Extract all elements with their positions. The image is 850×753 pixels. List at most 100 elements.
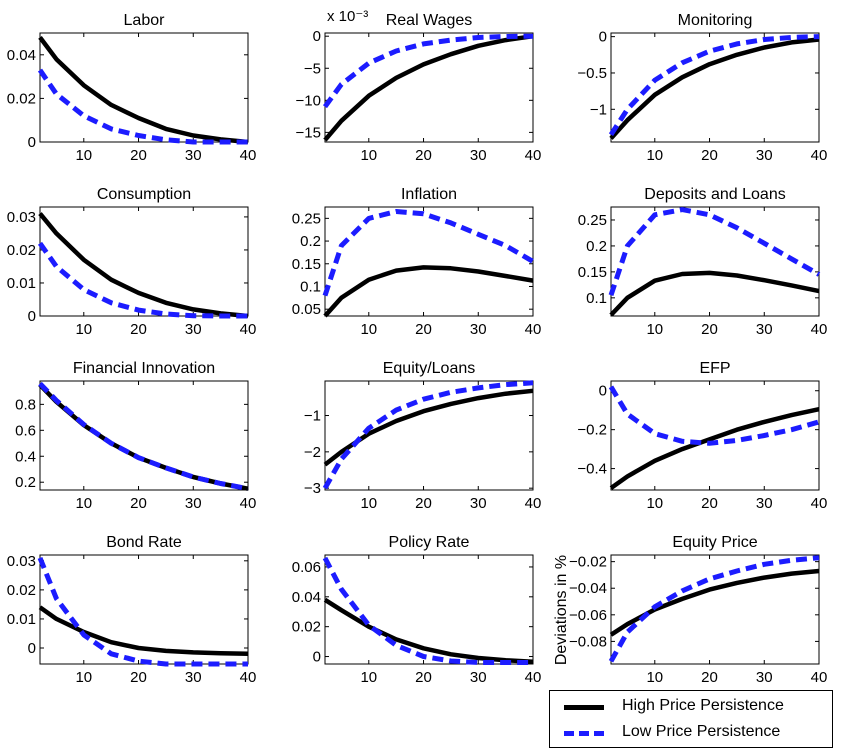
x-tick-label: 30	[756, 147, 773, 164]
y-tick-label: 0.02	[292, 619, 321, 636]
x-tick-label: 30	[185, 321, 202, 338]
series-line-high-policy-rate	[323, 597, 534, 665]
panel-financial-innovation: 10 20 30 40 0.2 0.4 0.6 0.8 Financial Innovation	[15, 360, 256, 512]
plot-area-consumption	[39, 206, 249, 317]
x-tick-label: 30	[756, 321, 773, 338]
panel-equity-price: 10 20 30 40 −0.08 −0.06 −0.04 −0.02 Equity Price	[569, 534, 827, 686]
series-line-low-bond-rate	[37, 556, 248, 667]
panel-title-inflation: Inflation	[401, 186, 457, 203]
y-tick-label: −0.06	[569, 607, 607, 624]
panel-title-policy-rate: Policy Rate	[389, 534, 470, 551]
y-tick-label: 0.8	[15, 396, 36, 413]
x-tick-label: 20	[130, 147, 147, 164]
plot-area-inflation	[324, 206, 534, 317]
legend-label-high: High Price Persistence	[622, 697, 784, 714]
y-tick-label: 0.04	[292, 589, 321, 606]
y-tick-label: −0.5	[577, 65, 607, 82]
x-tick-label: 20	[701, 147, 718, 164]
y-tick-label: −1	[304, 408, 321, 425]
x-tick-label: 20	[130, 495, 147, 512]
panel-title-real-wages: Real Wages	[386, 12, 473, 29]
legend: High Price Persistence Low Price Persist…	[549, 690, 833, 748]
legend-swatch-low	[564, 731, 604, 736]
x-tick-label: 10	[360, 669, 377, 686]
x-tick-label: 40	[811, 495, 828, 512]
series-line-high-equity-price	[609, 568, 820, 637]
y-tick-label: −0.2	[577, 422, 607, 439]
x-tick-label: 20	[415, 495, 432, 512]
series-line-high-inflation	[323, 265, 534, 318]
x-tick-label: 30	[470, 321, 487, 338]
plot-area-deposits-and-loans	[610, 206, 820, 317]
y-tick-label: −2	[304, 444, 321, 461]
series-line-high-equity-loans	[323, 388, 534, 467]
y-tick-label: −15	[296, 124, 321, 141]
y-tick-label: 0.01	[7, 275, 36, 292]
y-tick-label: 0.04	[7, 47, 36, 64]
x-tick-label: 30	[185, 147, 202, 164]
x-tick-label: 40	[240, 147, 257, 164]
x-tick-label: 10	[646, 147, 663, 164]
series-line-high-efp	[609, 407, 820, 490]
x-tick-label: 30	[470, 147, 487, 164]
panel-inflation: 10 20 30 40 0.05 0.1 0.15 0.2 0.25 Inflation	[292, 186, 542, 338]
panel-title-bond-rate: Bond Rate	[106, 534, 182, 551]
y-tick-label: 0	[313, 649, 321, 666]
y-tick-label: 0.02	[7, 242, 36, 259]
y-tick-label: 0.15	[292, 256, 321, 273]
panel-labor: 10 20 30 40 0 0.02 0.04 Labor	[7, 12, 257, 164]
plot-area-financial-innovation	[39, 380, 249, 491]
x-tick-label: 20	[701, 321, 718, 338]
y-tick-label: 0.25	[578, 212, 607, 229]
x-tick-label: 30	[470, 669, 487, 686]
y-tick-label: −0.02	[569, 554, 607, 571]
y-tick-label: 0.1	[586, 290, 607, 307]
y-tick-label: 0.01	[7, 611, 36, 628]
y-tick-label: −0.4	[577, 461, 607, 478]
panel-title-financial-innovation: Financial Innovation	[73, 360, 215, 377]
legend-entry-low: Low Price Persistence	[550, 721, 832, 743]
plot-area-real-wages	[324, 32, 534, 143]
panel-policy-rate: 10 20 30 40 0 0.02 0.04 0.06 Policy Rate	[292, 534, 542, 686]
x-tick-label: 40	[525, 321, 542, 338]
y-side-label: Deviations in %	[553, 555, 570, 665]
x-tick-label: 20	[130, 669, 147, 686]
series-line-high-labor	[38, 36, 249, 145]
series-line-high-monitoring	[609, 37, 820, 140]
x-tick-label: 10	[646, 495, 663, 512]
series-line-low-real-wages	[322, 33, 534, 109]
legend-entry-high: High Price Persistence	[550, 695, 832, 717]
y-tick-label: 0.2	[586, 238, 607, 255]
x-tick-label: 20	[415, 147, 432, 164]
x-tick-label: 40	[811, 669, 828, 686]
y-tick-label: 0.03	[7, 209, 36, 226]
legend-label-low: Low Price Persistence	[622, 723, 781, 740]
y-tick-label: 0	[599, 29, 607, 46]
plot-area-equity-price	[610, 554, 820, 665]
x-tick-label: 10	[646, 321, 663, 338]
x-tick-label: 20	[701, 669, 718, 686]
y-tick-label: 0	[313, 28, 321, 45]
series-line-low-deposits-and-loans	[608, 207, 821, 296]
x-tick-label: 40	[811, 147, 828, 164]
series-line-low-monitoring	[608, 34, 820, 137]
series-line-low-labor	[37, 68, 248, 145]
series-line-high-real-wages	[323, 33, 534, 142]
x-tick-label: 10	[75, 669, 92, 686]
x-tick-label: 10	[360, 147, 377, 164]
series-line-low-consumption	[37, 241, 248, 319]
y-tick-label: 0.25	[292, 210, 321, 227]
x-tick-label: 10	[360, 495, 377, 512]
y-tick-label: 0	[28, 308, 36, 325]
series-line-low-equity-loans	[322, 380, 534, 490]
panel-real-wages: 10 20 30 40 −15 −10 −5 0 Real Wages x 10⁻³	[296, 8, 542, 164]
panel-equity-loans: 10 20 30 40 −3 −2 −1 Equity/Loans	[304, 360, 541, 512]
x-tick-label: 30	[756, 495, 773, 512]
y-tick-label: 0	[28, 134, 36, 151]
series-line-low-efp	[608, 385, 820, 446]
y-tick-label: −0.04	[569, 580, 607, 597]
x-tick-label: 20	[130, 321, 147, 338]
panel-title-monitoring: Monitoring	[678, 12, 753, 29]
x-tick-label: 40	[525, 147, 542, 164]
